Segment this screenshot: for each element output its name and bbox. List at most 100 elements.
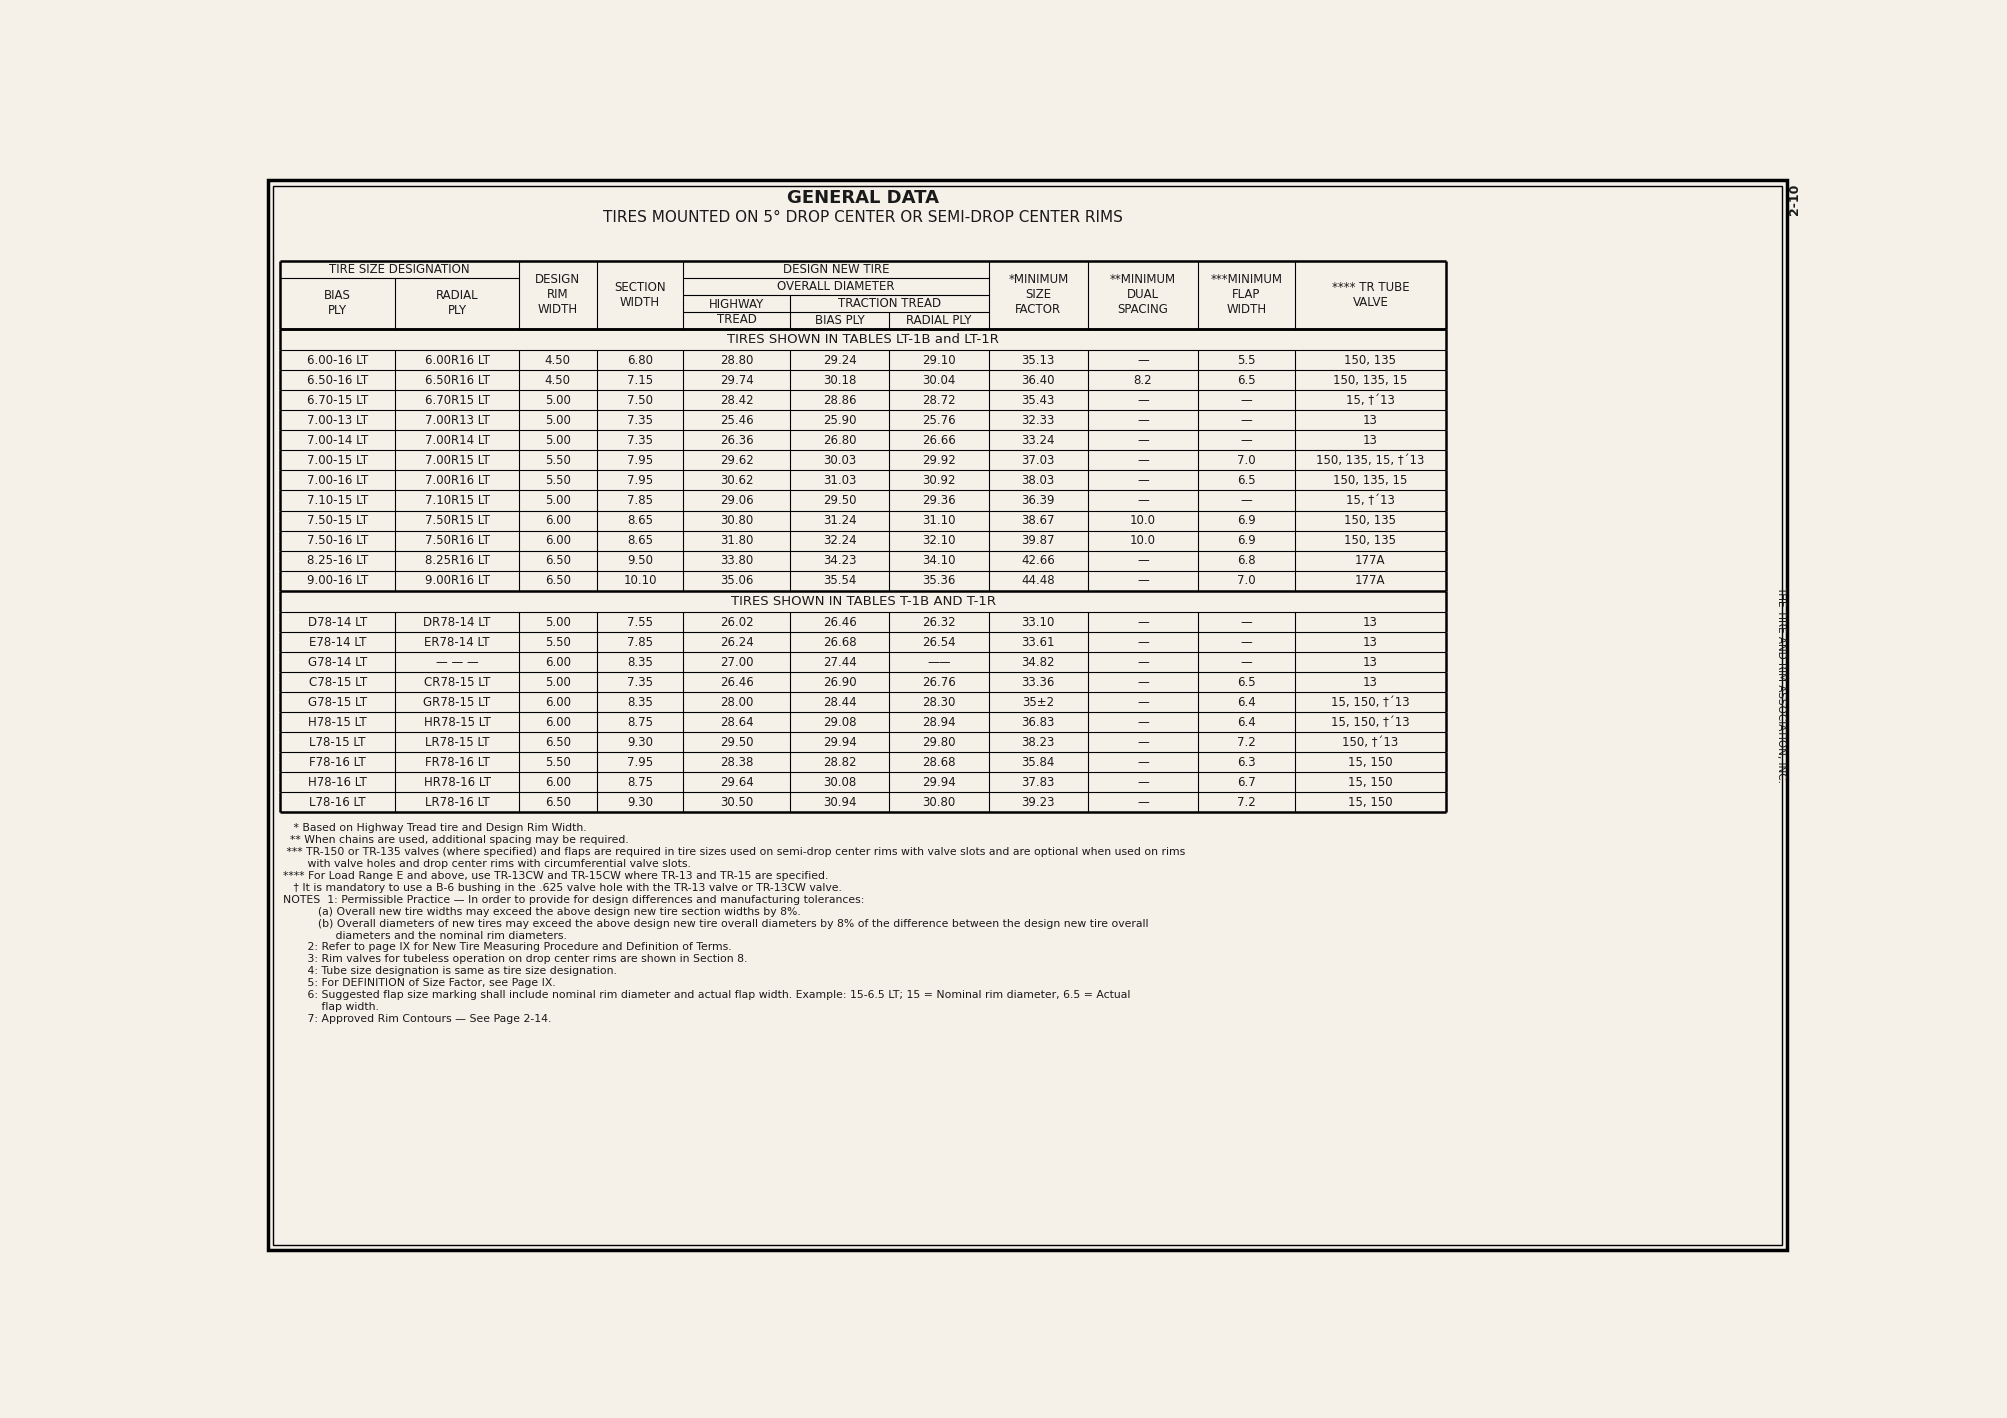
Text: 6.5: 6.5: [1236, 474, 1256, 486]
Text: RADIAL PLY: RADIAL PLY: [907, 313, 971, 326]
Text: —: —: [1138, 574, 1148, 587]
Text: 30.80: 30.80: [721, 513, 753, 527]
Text: 13: 13: [1363, 434, 1377, 447]
Text: H78-16 LT: H78-16 LT: [309, 776, 367, 788]
Text: 28.64: 28.64: [721, 716, 753, 729]
Text: —: —: [1240, 635, 1252, 648]
Text: LR78-15 LT: LR78-15 LT: [425, 736, 490, 749]
Text: 8.25R16 LT: 8.25R16 LT: [425, 554, 490, 567]
Text: 29.10: 29.10: [923, 354, 955, 367]
Text: 29.74: 29.74: [721, 374, 755, 387]
Text: —: —: [1138, 554, 1148, 567]
Text: 5: For DEFINITION of Size Factor, see Page IX.: 5: For DEFINITION of Size Factor, see Pa…: [283, 978, 556, 988]
Text: 13: 13: [1363, 414, 1377, 427]
Text: 7.50-15 LT: 7.50-15 LT: [307, 513, 367, 527]
Text: —: —: [1138, 493, 1148, 508]
Text: NOTES  1: Permissible Practice — In order to provide for design differences and : NOTES 1: Permissible Practice — In order…: [283, 895, 865, 905]
Text: 7.10-15 LT: 7.10-15 LT: [307, 493, 369, 508]
Text: 35.84: 35.84: [1022, 756, 1056, 769]
Text: 37.03: 37.03: [1022, 454, 1056, 467]
Text: with valve holes and drop center rims with circumferential valve slots.: with valve holes and drop center rims wi…: [283, 859, 690, 869]
Text: 6.50: 6.50: [544, 554, 570, 567]
Text: 26.24: 26.24: [721, 635, 755, 648]
Text: 36.40: 36.40: [1022, 374, 1056, 387]
Text: 7.35: 7.35: [626, 434, 652, 447]
Text: 5.5: 5.5: [1236, 354, 1256, 367]
Text: 7.35: 7.35: [626, 676, 652, 689]
Text: 39.87: 39.87: [1022, 535, 1056, 547]
Text: * Based on Highway Tread tire and Design Rim Width.: * Based on Highway Tread tire and Design…: [283, 822, 588, 834]
Text: 6.50: 6.50: [544, 795, 570, 808]
Text: ***MINIMUM
FLAP
WIDTH: ***MINIMUM FLAP WIDTH: [1210, 274, 1282, 316]
Text: BIAS PLY: BIAS PLY: [815, 313, 865, 326]
Text: 29.64: 29.64: [721, 776, 755, 788]
Text: 5.00: 5.00: [544, 493, 570, 508]
Text: 28.68: 28.68: [923, 756, 955, 769]
Text: 26.76: 26.76: [921, 676, 955, 689]
Text: *** TR-150 or TR-135 valves (where specified) and flaps are required in tire siz: *** TR-150 or TR-135 valves (where speci…: [283, 847, 1186, 856]
Text: — — —: — — —: [436, 655, 478, 669]
Text: 4.50: 4.50: [544, 354, 570, 367]
Text: —: —: [1138, 414, 1148, 427]
Text: 30.18: 30.18: [823, 374, 857, 387]
Text: 7.95: 7.95: [626, 454, 652, 467]
Text: FR78-16 LT: FR78-16 LT: [425, 756, 490, 769]
Text: 32.33: 32.33: [1022, 414, 1056, 427]
Text: (b) Overall diameters of new tires may exceed the above design new tire overall : (b) Overall diameters of new tires may e…: [283, 919, 1148, 929]
Text: —: —: [1138, 776, 1148, 788]
Text: **MINIMUM
DUAL
SPACING: **MINIMUM DUAL SPACING: [1110, 274, 1176, 316]
Text: 28.72: 28.72: [923, 394, 955, 407]
Text: G78-15 LT: G78-15 LT: [309, 696, 367, 709]
Text: 26.66: 26.66: [921, 434, 955, 447]
Text: 6.70-15 LT: 6.70-15 LT: [307, 394, 369, 407]
Text: 15, 150: 15, 150: [1349, 795, 1393, 808]
Text: 7.00-15 LT: 7.00-15 LT: [307, 454, 367, 467]
Text: 8.75: 8.75: [626, 716, 652, 729]
Text: 5.50: 5.50: [544, 474, 570, 486]
Text: D78-14 LT: D78-14 LT: [307, 615, 367, 628]
Text: 27.44: 27.44: [823, 655, 857, 669]
Text: RADIAL
PLY: RADIAL PLY: [436, 289, 478, 318]
Text: CR78-15 LT: CR78-15 LT: [423, 676, 490, 689]
Text: 30.92: 30.92: [923, 474, 955, 486]
Text: 28.82: 28.82: [823, 756, 857, 769]
Text: 7.95: 7.95: [626, 474, 652, 486]
Text: 35.36: 35.36: [923, 574, 955, 587]
Text: 15, 150, †´13: 15, 150, †´13: [1331, 716, 1409, 729]
Text: 8.65: 8.65: [626, 513, 652, 527]
Text: TIRE SIZE DESIGNATION: TIRE SIZE DESIGNATION: [329, 262, 470, 277]
Text: 15, 150: 15, 150: [1349, 776, 1393, 788]
Text: 6.8: 6.8: [1236, 554, 1256, 567]
Text: 6.70R15 LT: 6.70R15 LT: [425, 394, 490, 407]
Text: C78-15 LT: C78-15 LT: [309, 676, 367, 689]
Text: 6.00: 6.00: [544, 776, 570, 788]
Text: 177A: 177A: [1355, 554, 1385, 567]
Text: —: —: [1138, 756, 1148, 769]
Text: 6.50: 6.50: [544, 574, 570, 587]
Text: **** For Load Range E and above, use TR-13CW and TR-15CW where TR-13 and TR-15 a: **** For Load Range E and above, use TR-…: [283, 871, 829, 881]
Text: 6.5: 6.5: [1236, 676, 1256, 689]
Text: 26.68: 26.68: [823, 635, 857, 648]
Text: 7.0: 7.0: [1236, 454, 1256, 467]
Text: 150, 135: 150, 135: [1345, 354, 1397, 367]
Text: —: —: [1138, 716, 1148, 729]
Text: 13: 13: [1363, 615, 1377, 628]
Text: 29.50: 29.50: [721, 736, 753, 749]
Text: HIGHWAY
TREAD: HIGHWAY TREAD: [708, 298, 765, 326]
Text: —: —: [1240, 493, 1252, 508]
Text: —: —: [1138, 795, 1148, 808]
Text: 34.10: 34.10: [923, 554, 955, 567]
Text: 32.10: 32.10: [923, 535, 955, 547]
Text: —: —: [1138, 635, 1148, 648]
Text: 6.00R16 LT: 6.00R16 LT: [425, 354, 490, 367]
Text: 7.00R14 LT: 7.00R14 LT: [425, 434, 490, 447]
Text: —: —: [1138, 354, 1148, 367]
Text: 6.4: 6.4: [1236, 716, 1256, 729]
Text: 7.0: 7.0: [1236, 574, 1256, 587]
Text: 9.00R16 LT: 9.00R16 LT: [425, 574, 490, 587]
Text: 4: Tube size designation is same as tire size designation.: 4: Tube size designation is same as tire…: [283, 966, 618, 977]
Text: 15, †´13: 15, †´13: [1347, 493, 1395, 508]
Text: 28.44: 28.44: [823, 696, 857, 709]
Text: —: —: [1240, 394, 1252, 407]
Text: 7.10R15 LT: 7.10R15 LT: [425, 493, 490, 508]
